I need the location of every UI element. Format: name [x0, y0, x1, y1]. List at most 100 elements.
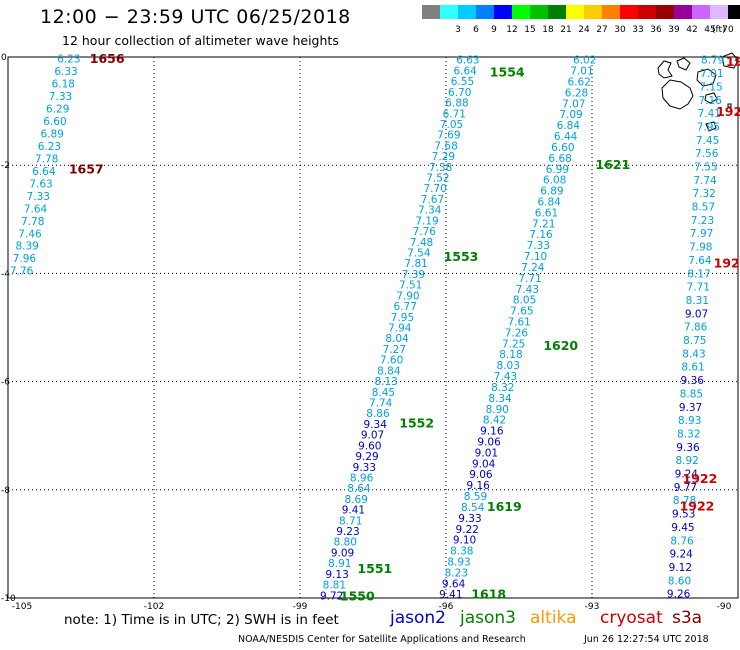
swh-value: 9.37 — [679, 402, 702, 414]
swh-value: 7.24 — [521, 262, 545, 274]
lat-tick-label: 0 — [1, 53, 7, 63]
track-1554: 6.636.646.556.706.886.717.057.697.687.29… — [320, 55, 480, 603]
color-scale-label: 21 — [560, 25, 572, 35]
swh-value: 6.99 — [546, 164, 569, 176]
swh-value: 7.09 — [559, 109, 582, 121]
swh-value: 6.89 — [40, 128, 63, 140]
swh-value: 8.23 — [445, 567, 468, 579]
color-swatch — [656, 5, 674, 19]
swh-value: 7.68 — [434, 140, 457, 152]
swh-value: 8.85 — [680, 388, 703, 400]
swh-value: 9.01 — [475, 447, 498, 459]
swh-value: 8.78 — [673, 495, 696, 507]
map-subtitle: 12 hour collection of altimeter wave hei… — [62, 33, 339, 48]
swh-value: 7.70 — [424, 183, 447, 195]
footer-note: note: 1) Time is in UTC; 2) SWH is in fe… — [64, 612, 339, 628]
color-scale-label: 9 — [491, 25, 497, 35]
swh-value: 7.51 — [399, 280, 422, 292]
swh-value: 7.74 — [693, 175, 717, 187]
swh-value: 7.64 — [24, 203, 48, 215]
color-scale-label: 27 — [596, 25, 608, 35]
color-swatch — [674, 5, 692, 19]
legend-altika: altika — [530, 608, 577, 628]
swh-value: 8.13 — [374, 376, 397, 388]
swh-value: 7.43 — [516, 284, 539, 296]
swh-value: 9.07 — [361, 430, 384, 442]
swh-value: 7.95 — [697, 121, 720, 133]
swh-value: 7.34 — [418, 205, 442, 217]
swh-value: 7.74 — [369, 397, 393, 409]
color-scale-label: 3 — [455, 25, 461, 35]
swh-value: 7.32 — [692, 188, 715, 200]
swh-value: 7.38 — [429, 162, 452, 174]
swh-value: 7.25 — [502, 338, 525, 350]
swh-value: 7.15 — [699, 81, 722, 93]
swh-value: 8.93 — [447, 556, 470, 568]
swh-value: 8.32 — [677, 428, 700, 440]
swh-value: 7.65 — [510, 306, 533, 318]
swh-value: 7.33 — [527, 240, 550, 252]
swh-value: 7.78 — [35, 153, 58, 165]
swh-value: 9.04 — [472, 458, 496, 470]
generation-timestamp: Jun 26 12:27:54 UTC 2018 — [584, 634, 709, 645]
pass-time-label: 1552 — [399, 416, 434, 431]
swh-value: 6.71 — [443, 108, 466, 120]
swh-value: 8.69 — [344, 494, 367, 506]
swh-value: 6.64 — [453, 65, 477, 77]
swh-value: 9.33 — [353, 462, 376, 474]
color-swatch — [728, 5, 740, 19]
swh-value: 8.17 — [687, 268, 710, 280]
swh-value: 9.29 — [355, 451, 378, 463]
swh-value: 7.55 — [694, 161, 717, 173]
swh-value: 7.76 — [413, 226, 437, 238]
swh-value: 8.32 — [491, 382, 514, 394]
swh-value: 6.60 — [43, 116, 66, 128]
swh-value: 7.54 — [407, 248, 431, 260]
swh-value: 8.80 — [334, 537, 357, 549]
swh-value: 7.71 — [687, 282, 710, 294]
swh-value: 7.43 — [494, 371, 517, 383]
island-outline — [676, 57, 691, 71]
swh-value: 8.75 — [683, 335, 706, 347]
swh-value: 7.94 — [388, 323, 412, 335]
track-1656: 6.236.336.187.336.296.606.896.237.786.64… — [10, 54, 81, 278]
color-scale-label: 45 — [704, 25, 716, 35]
swh-value: 8.90 — [486, 404, 509, 416]
lon-tick-label: -90 — [717, 602, 732, 612]
swh-value: 9.06 — [469, 469, 493, 481]
swh-value: 8.81 — [323, 580, 346, 592]
swh-value: 9.34 — [364, 419, 388, 431]
pass-time-label: 1551 — [357, 561, 392, 576]
swh-value: 7.98 — [689, 242, 712, 254]
swh-value: 7.19 — [415, 215, 438, 227]
swh-value: 6.23 — [57, 54, 80, 66]
color-swatch — [620, 5, 638, 19]
swh-value: 6.68 — [548, 153, 571, 165]
track-1621: 6.027.016.626.287.077.096.846.446.606.68… — [439, 55, 596, 602]
swh-value: 9.26 — [667, 589, 691, 601]
swh-value: 7.10 — [524, 251, 547, 263]
color-swatch — [638, 5, 656, 19]
swh-value: 6.23 — [38, 141, 61, 153]
swh-value: 7.26 — [505, 327, 529, 339]
swh-value: 8.18 — [499, 349, 522, 361]
color-scale-label: 30 — [614, 25, 626, 35]
swh-value: 7.07 — [562, 98, 585, 110]
island-outline — [696, 68, 717, 87]
color-swatch — [422, 5, 440, 19]
color-swatch — [692, 5, 710, 19]
swh-value: 8.96 — [350, 472, 374, 484]
swh-value: 6.89 — [540, 186, 563, 198]
color-swatch — [440, 5, 458, 19]
color-scale-label: 6 — [473, 25, 479, 35]
lat-lon-grid — [8, 57, 738, 598]
swh-value: 8.86 — [366, 408, 390, 420]
color-swatch — [458, 5, 476, 19]
swh-value: 7.41 — [698, 108, 721, 120]
swh-value: 7.56 — [695, 148, 719, 160]
swh-value: 6.18 — [52, 79, 75, 91]
swh-value: 8.05 — [513, 295, 536, 307]
swh-value: 6.60 — [551, 142, 574, 154]
swh-value: 9.16 — [480, 426, 504, 438]
